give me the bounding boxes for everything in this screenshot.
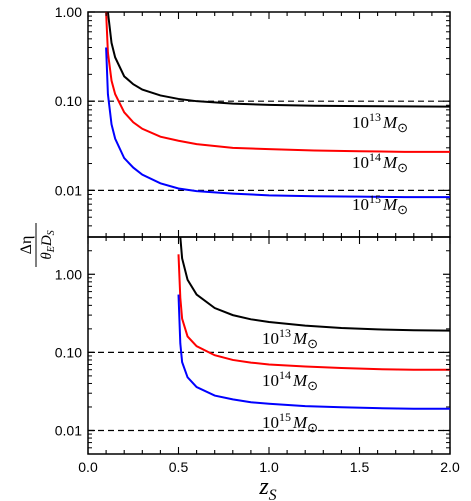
top-series-line-15 <box>105 47 450 199</box>
top-series-label-14: 1014 M⊙ <box>352 150 408 175</box>
x-tick-label: 1.0 <box>259 459 279 475</box>
bottom-series-label-13: 1013 M⊙ <box>262 326 318 351</box>
top-y-tick-label: 0.10 <box>55 93 82 109</box>
series-labels: 1013 M⊙ 1014 M⊙ 1015 M⊙ 1013 M⊙ 1014 M⊙ 1015 M⊙ <box>262 110 408 435</box>
x-tick-label: 2.0 <box>440 459 460 475</box>
bottom-reference-lines <box>88 351 450 432</box>
top-series-line-14 <box>105 12 450 153</box>
y-axis-title-denominator: θEDS <box>39 230 57 259</box>
x-tick-label: 1.5 <box>350 459 370 475</box>
bottom-y-tick-label: 1.00 <box>55 266 82 282</box>
bottom-series-line-13 <box>179 237 450 332</box>
axis-tick-labels: 1.00 0.10 0.01 1.00 0.10 0.01 0.0 0.5 1.0 1.5 2.0 <box>55 4 460 475</box>
y-axis-title-numerator: Δη <box>18 236 35 255</box>
x-axis-title: zS <box>258 474 276 501</box>
y-axis-title: Δη θEDS <box>18 223 57 267</box>
x-tick-label: 0.0 <box>78 459 98 475</box>
bottom-series-label-14: 1014 M⊙ <box>262 368 318 393</box>
bottom-series-group <box>177 237 450 410</box>
axis-ticks <box>87 11 451 455</box>
top-series-group <box>105 12 450 199</box>
top-series-label-15: 1015 M⊙ <box>352 192 408 217</box>
bottom-series-line-14 <box>177 254 450 371</box>
top-y-tick-label: 1.00 <box>55 4 82 20</box>
top-series-line-13 <box>106 12 450 108</box>
bottom-series-label-15: 1015 M⊙ <box>262 410 318 435</box>
top-y-tick-label: 0.01 <box>55 182 82 198</box>
bottom-y-tick-label: 0.01 <box>55 422 82 438</box>
top-reference-lines <box>88 100 450 191</box>
top-series-label-13: 1013 M⊙ <box>352 110 408 135</box>
bottom-y-tick-label: 0.10 <box>55 344 82 360</box>
x-tick-label: 0.5 <box>169 459 189 475</box>
bottom-series-line-15 <box>177 294 450 410</box>
